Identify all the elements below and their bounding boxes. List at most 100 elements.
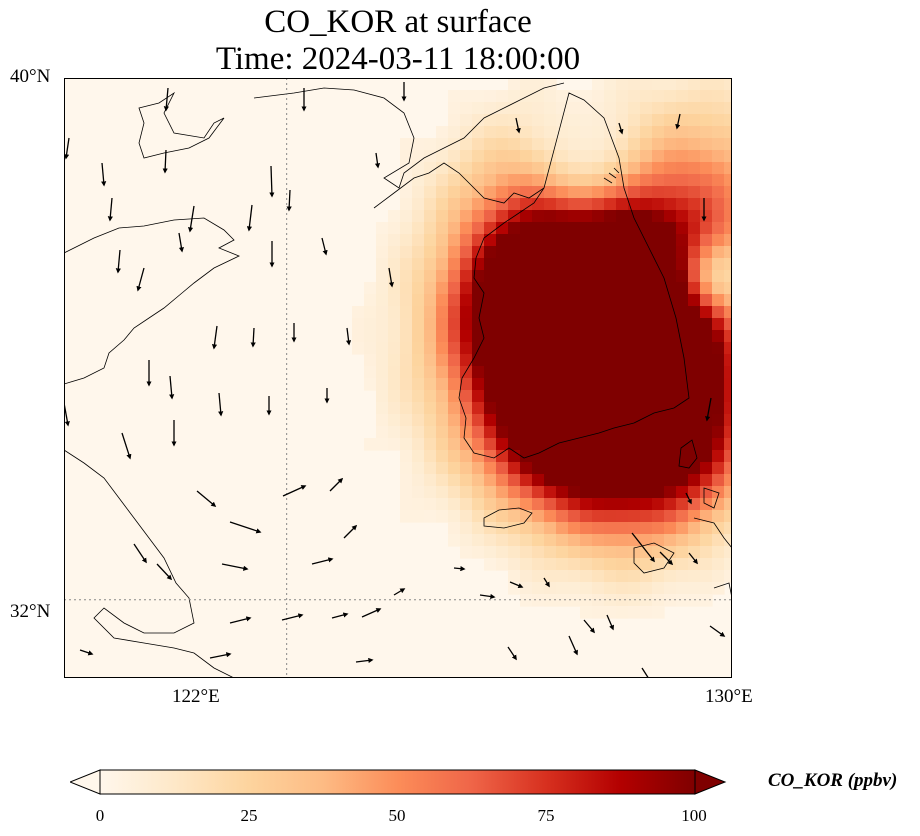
field-cell bbox=[520, 294, 533, 307]
field-cell bbox=[532, 522, 545, 535]
field-cell bbox=[568, 114, 581, 127]
field-cell bbox=[448, 426, 461, 439]
field-cell bbox=[532, 486, 545, 499]
field-cell bbox=[676, 522, 689, 535]
field-cell bbox=[652, 222, 665, 235]
field-cell bbox=[640, 234, 653, 247]
field-cell bbox=[568, 366, 581, 379]
field-cell bbox=[664, 534, 677, 547]
field-cell bbox=[568, 462, 581, 475]
field-cell bbox=[640, 438, 653, 451]
field-cell bbox=[448, 234, 461, 247]
field-cell bbox=[412, 378, 425, 391]
field-cell bbox=[484, 126, 497, 139]
field-cell bbox=[724, 378, 732, 391]
field-cell bbox=[508, 534, 521, 547]
field-cell bbox=[412, 474, 425, 487]
field-cell bbox=[448, 162, 461, 175]
field-cell bbox=[604, 606, 617, 619]
field-cell bbox=[616, 354, 629, 367]
field-cell bbox=[484, 306, 497, 319]
field-cell bbox=[688, 354, 701, 367]
field-cell bbox=[448, 258, 461, 271]
field-cell bbox=[592, 390, 605, 403]
field-cell bbox=[424, 486, 437, 499]
wind-arrow bbox=[343, 524, 358, 539]
field-cell bbox=[556, 282, 569, 295]
wind-arrow bbox=[321, 237, 328, 256]
field-cell bbox=[616, 114, 629, 127]
field-cell bbox=[484, 234, 497, 247]
field-cell bbox=[472, 462, 485, 475]
field-cell bbox=[616, 438, 629, 451]
field-cell bbox=[712, 402, 725, 415]
field-cell bbox=[664, 438, 677, 451]
field-cell bbox=[460, 546, 473, 559]
field-cell bbox=[424, 150, 437, 163]
colorbar-tick-75: 75 bbox=[537, 806, 555, 825]
field-cell bbox=[496, 294, 509, 307]
wind-arrow bbox=[79, 649, 94, 656]
field-cell bbox=[364, 354, 377, 367]
field-cell bbox=[508, 570, 521, 583]
field-cell bbox=[676, 90, 689, 103]
field-cell bbox=[628, 162, 641, 175]
field-cell bbox=[556, 138, 569, 151]
field-cell bbox=[436, 174, 449, 187]
field-cell bbox=[556, 234, 569, 247]
field-cell bbox=[712, 522, 725, 535]
field-cell bbox=[472, 318, 485, 331]
field-cell bbox=[640, 186, 653, 199]
field-cell bbox=[544, 486, 557, 499]
field-cell bbox=[688, 330, 701, 343]
field-cell bbox=[580, 342, 593, 355]
wind-arrow bbox=[211, 325, 218, 350]
wind-arrow bbox=[101, 162, 107, 187]
field-cell bbox=[496, 150, 509, 163]
field-cell bbox=[580, 534, 593, 547]
field-cell bbox=[388, 318, 401, 331]
field-cell bbox=[568, 582, 581, 595]
field-cell bbox=[412, 162, 425, 175]
field-cell bbox=[568, 546, 581, 559]
field-cell bbox=[676, 486, 689, 499]
field-cell bbox=[568, 354, 581, 367]
field-cell bbox=[688, 438, 701, 451]
field-cell bbox=[556, 210, 569, 223]
concentration-map bbox=[64, 78, 732, 678]
field-cell bbox=[592, 462, 605, 475]
y-tick-32n: 32°N bbox=[10, 601, 51, 622]
field-cell bbox=[484, 174, 497, 187]
field-cell bbox=[364, 366, 377, 379]
field-cell bbox=[544, 570, 557, 583]
field-cell bbox=[700, 186, 713, 199]
field-cell bbox=[688, 582, 701, 595]
field-cell bbox=[664, 414, 677, 427]
field-cell bbox=[712, 78, 725, 91]
field-cell bbox=[484, 114, 497, 127]
field-cell bbox=[472, 222, 485, 235]
field-cell bbox=[376, 318, 389, 331]
field-cell bbox=[640, 594, 653, 607]
wind-arrow bbox=[218, 392, 224, 417]
field-cell bbox=[700, 594, 713, 607]
field-cell bbox=[556, 450, 569, 463]
field-cell bbox=[724, 318, 732, 331]
field-cell bbox=[424, 162, 437, 175]
field-cell bbox=[448, 282, 461, 295]
field-cell bbox=[664, 510, 677, 523]
field-cell bbox=[676, 294, 689, 307]
field-cell bbox=[700, 462, 713, 475]
field-cell bbox=[412, 294, 425, 307]
field-cell bbox=[688, 390, 701, 403]
field-cell bbox=[400, 498, 413, 511]
field-cell bbox=[424, 174, 437, 187]
field-cell bbox=[604, 486, 617, 499]
field-cell bbox=[556, 414, 569, 427]
field-cell bbox=[520, 438, 533, 451]
field-cell bbox=[676, 546, 689, 559]
field-cell bbox=[580, 222, 593, 235]
field-cell bbox=[640, 78, 653, 91]
field-cell bbox=[580, 582, 593, 595]
field-cell bbox=[688, 306, 701, 319]
